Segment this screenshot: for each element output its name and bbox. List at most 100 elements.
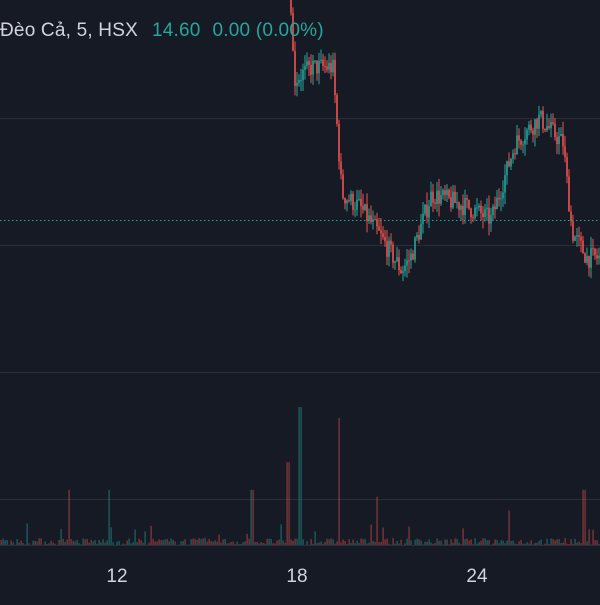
candle-down — [392, 245, 394, 263]
volume-bar — [589, 529, 590, 545]
volume-bar — [401, 540, 402, 545]
volume-bar — [17, 539, 18, 545]
volume-bar — [433, 544, 434, 545]
volume-bar — [497, 540, 498, 545]
volume-bar — [269, 539, 270, 545]
candle-down — [554, 124, 556, 137]
volume-bar — [287, 462, 288, 545]
volume-bar — [341, 542, 342, 545]
volume-bar — [69, 490, 70, 545]
x-tick-label: 18 — [286, 566, 307, 587]
candle-down — [290, 0, 292, 13]
candle-up — [540, 111, 542, 115]
volume-bar — [583, 490, 584, 545]
candle-up — [474, 208, 476, 218]
candle-up — [436, 191, 438, 204]
volume-bar — [527, 542, 528, 545]
candle-up — [320, 60, 322, 61]
volume-bar — [263, 543, 264, 545]
volume-bar — [477, 544, 478, 545]
volume-bar — [587, 541, 588, 545]
volume-bar — [129, 538, 130, 545]
volume-bar — [153, 539, 154, 545]
volume-bar — [317, 543, 318, 545]
candle-down — [514, 153, 516, 154]
volume-bar — [367, 543, 368, 545]
volume-bar — [593, 530, 594, 545]
volume-bar — [585, 490, 586, 545]
volume-bar — [65, 542, 66, 545]
candle-up — [354, 210, 356, 211]
volume-bar — [45, 542, 46, 545]
candle-up — [546, 126, 548, 130]
volume-bar — [175, 541, 176, 545]
volume-bar — [335, 544, 336, 545]
volume-bar — [579, 542, 580, 545]
volume-bar — [469, 541, 470, 545]
candle-down — [594, 249, 596, 256]
volume-bar — [539, 541, 540, 545]
volume-bar — [565, 538, 566, 545]
candle-up — [496, 198, 498, 209]
volume-bar — [5, 540, 6, 545]
candle-up — [332, 60, 334, 72]
volume-bar — [299, 407, 300, 545]
volume-bar — [311, 539, 312, 545]
volume-bar — [519, 541, 520, 545]
volume-bar — [393, 538, 394, 545]
volume-bar — [489, 540, 490, 545]
volume-bar — [201, 539, 202, 545]
candle-down — [438, 191, 440, 204]
candle-up — [402, 271, 404, 273]
volume-bar — [155, 541, 156, 545]
volume-bar — [461, 544, 462, 545]
volume-bar — [185, 539, 186, 545]
volume-bar — [337, 541, 338, 545]
volume-bar — [119, 541, 120, 545]
volume-bar — [197, 540, 198, 545]
volume-bar — [223, 539, 224, 545]
volume-bar — [451, 539, 452, 545]
candle-down — [552, 122, 554, 124]
candle-down — [390, 241, 392, 245]
volume-bar — [501, 540, 502, 545]
candle-down — [466, 198, 468, 200]
candle-down — [294, 51, 296, 86]
candle-up — [350, 194, 352, 201]
volume-bar — [361, 538, 362, 545]
candle-down — [322, 60, 324, 66]
volume-bar — [241, 544, 242, 545]
volume-bar — [275, 544, 276, 545]
symbol-label: Đèo Cả, 5, HSX — [0, 20, 138, 41]
volume-bar — [203, 538, 204, 545]
volume-bar — [457, 539, 458, 545]
volume-bar — [453, 543, 454, 545]
volume-bar — [3, 538, 4, 545]
volume-bar — [127, 541, 128, 545]
volume-bar — [213, 542, 214, 545]
volume-bar — [555, 540, 556, 545]
volume-bar — [139, 539, 140, 545]
volume-bar — [113, 542, 114, 545]
candle-down — [426, 205, 428, 218]
volume-bar — [131, 543, 132, 545]
volume-bar — [441, 541, 442, 545]
volume-bar — [439, 541, 440, 545]
volume-bar — [371, 524, 372, 545]
volume-bar — [167, 539, 168, 545]
volume-bar — [27, 524, 28, 545]
volume-bar — [369, 543, 370, 545]
volume-bar — [409, 526, 410, 545]
volume-bar — [331, 538, 332, 545]
volume-bar — [151, 526, 152, 545]
volume-bar — [7, 540, 8, 545]
volume-bar — [295, 539, 296, 545]
volume-bar — [559, 539, 560, 545]
volume-bar — [525, 544, 526, 545]
volume-bar — [125, 544, 126, 545]
volume-bar — [59, 540, 60, 545]
volume-bar — [471, 539, 472, 545]
candle-down — [334, 60, 336, 95]
candle-down — [556, 137, 558, 144]
